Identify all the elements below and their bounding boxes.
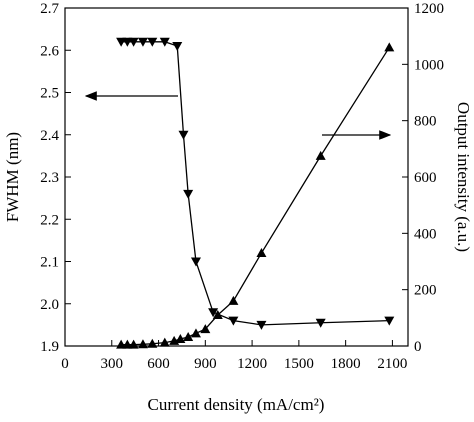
- y-tick-label: 2.1: [40, 255, 59, 271]
- y-tick-label: 2.3: [40, 170, 59, 186]
- y2-axis-label: Output intensity (a.u.): [454, 102, 473, 252]
- marker: [315, 318, 326, 328]
- marker: [190, 257, 201, 267]
- marker: [315, 150, 326, 160]
- y2-tick-label: 0: [414, 339, 422, 355]
- marker: [212, 310, 223, 320]
- x-tick-label: 900: [194, 356, 217, 372]
- y-tick-label: 2.7: [40, 1, 59, 17]
- marker: [228, 295, 239, 305]
- marker: [178, 130, 189, 140]
- y-tick-label: 2.4: [40, 128, 59, 144]
- x-tick-label: 1200: [237, 356, 267, 372]
- marker: [384, 42, 395, 52]
- series-line: [121, 47, 390, 346]
- series-line: [121, 41, 390, 326]
- y-tick-label: 2.6: [40, 43, 59, 59]
- marker: [128, 339, 139, 349]
- x-tick-label: 1500: [284, 356, 314, 372]
- y2-tick-label: 1200: [414, 1, 444, 17]
- y-tick-label: 1.9: [40, 339, 59, 355]
- marker: [256, 248, 267, 258]
- y2-tick-label: 400: [414, 226, 437, 242]
- marker: [159, 337, 170, 347]
- y-tick-label: 2.2: [40, 212, 59, 228]
- marker: [128, 37, 139, 47]
- marker: [172, 42, 183, 52]
- marker: [256, 320, 267, 330]
- x-axis-label: Current density (mA/cm²): [148, 395, 325, 414]
- marker: [183, 189, 194, 199]
- marker: [208, 308, 219, 318]
- x-tick-label: 600: [147, 356, 170, 372]
- y2-tick-label: 200: [414, 283, 437, 299]
- x-tick-label: 300: [101, 356, 124, 372]
- marker: [137, 37, 148, 47]
- y-axis-label: FWHM (nm): [3, 132, 22, 222]
- x-tick-label: 2100: [377, 356, 407, 372]
- marker: [147, 37, 158, 47]
- marker: [384, 316, 395, 326]
- marker: [228, 316, 239, 326]
- marker: [175, 333, 186, 343]
- marker: [200, 324, 211, 334]
- y-tick-label: 2.5: [40, 86, 59, 102]
- y2-tick-label: 800: [414, 114, 437, 130]
- marker: [190, 328, 201, 338]
- y2-tick-label: 600: [414, 170, 437, 186]
- x-tick-label: 1800: [331, 356, 361, 372]
- y-tick-label: 2.0: [40, 297, 59, 313]
- marker: [147, 338, 158, 348]
- marker: [137, 339, 148, 349]
- marker: [159, 37, 170, 47]
- marker: [183, 331, 194, 341]
- x-tick-label: 0: [61, 356, 69, 372]
- y2-tick-label: 1000: [414, 57, 444, 73]
